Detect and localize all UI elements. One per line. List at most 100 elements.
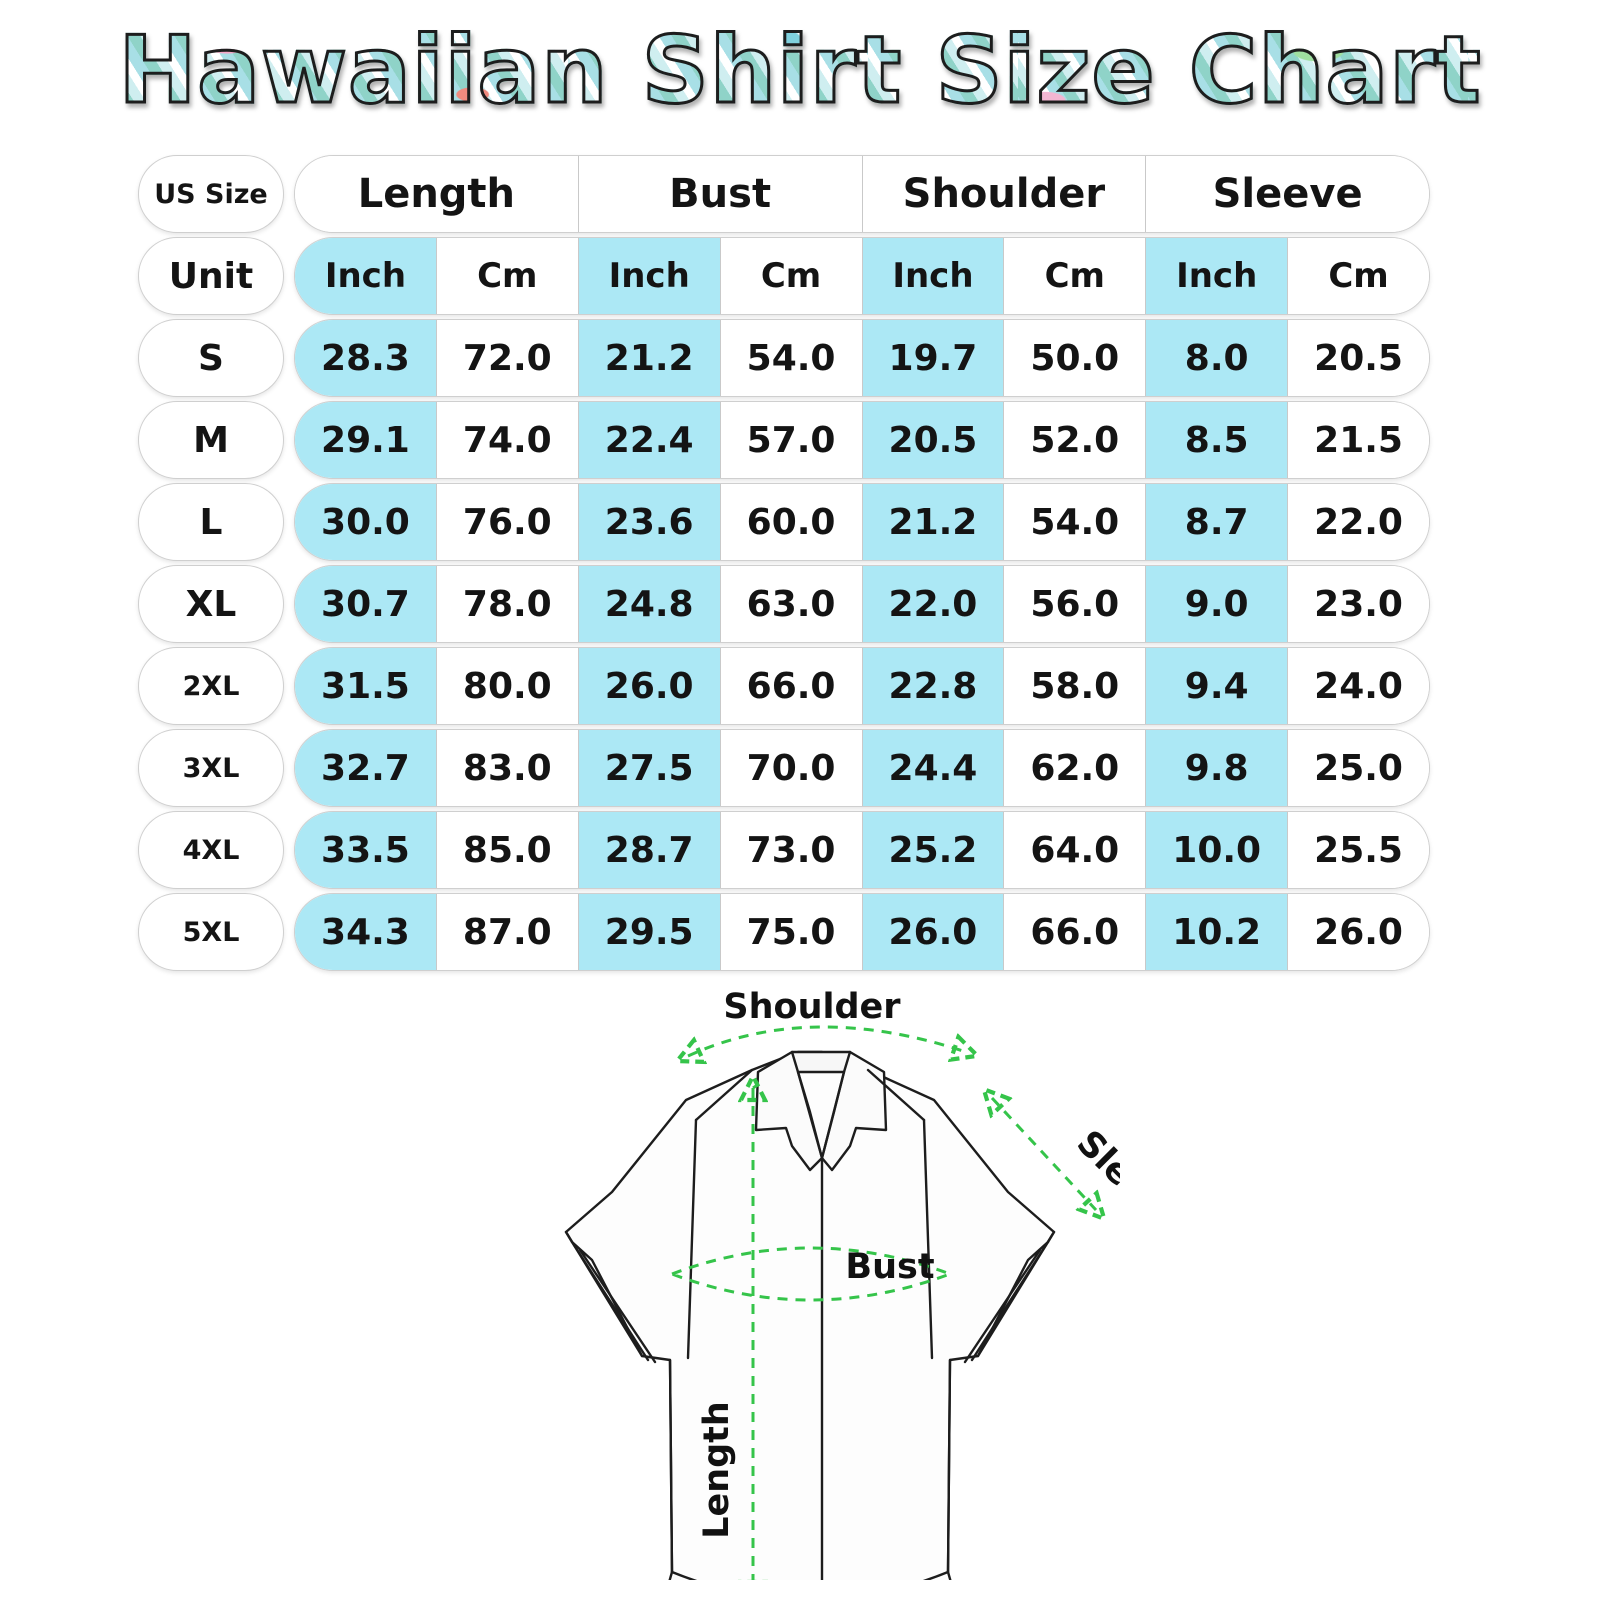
value-cell: 78.0 [436,566,579,642]
table-unit-header-row: Unit Inch Cm Inch Cm Inch Cm Inch Cm [138,237,1430,315]
unit-length-cm: Cm [436,238,579,314]
group-header-length: Length [295,156,579,232]
value-cell: 66.0 [1004,894,1147,970]
value-cell: 21.2 [862,484,1005,560]
value-cell: 27.5 [578,730,721,806]
value-cell: 72.0 [436,320,579,396]
unit-shoulder-cm: Cm [1004,238,1147,314]
value-cell: 60.0 [720,484,863,560]
group-header-sleeve: Sleeve [1146,156,1429,232]
size-table: US Size Length Bust Shoulder Sleeve Unit… [138,155,1430,975]
shirt-outline [564,1050,1056,1580]
value-cell: 54.0 [1004,484,1147,560]
value-cell: 28.3 [295,320,437,396]
value-cell: 83.0 [436,730,579,806]
length-label: Length [697,1401,737,1539]
row-size-label: S [138,319,284,397]
row-size-label: 3XL [138,729,284,807]
shoulder-measure-line [688,1025,966,1056]
value-cell: 9.0 [1146,566,1289,642]
value-cell: 24.0 [1288,648,1429,724]
row-size-label: L [138,483,284,561]
row-size-label: XL [138,565,284,643]
row-value-cells: 28.3 72.0 21.2 54.0 19.7 50.0 8.0 20.5 [294,319,1430,397]
table-row: 5XL 34.3 87.0 29.5 75.0 26.0 66.0 10.2 26.0 [138,893,1430,971]
measurement-guides [672,1025,1096,1580]
row-size-label: 4XL [138,811,284,889]
unit-length-inch: Inch [295,238,437,314]
group-header-cells: Length Bust Shoulder Sleeve [294,155,1430,233]
value-cell: 31.5 [295,648,437,724]
row-size-label: 2XL [138,647,284,725]
value-cell: 54.0 [720,320,863,396]
value-cell: 9.4 [1146,648,1289,724]
row-value-cells: 30.0 76.0 23.6 60.0 21.2 54.0 8.7 22.0 [294,483,1430,561]
table-row: 2XL 31.5 80.0 26.0 66.0 22.8 58.0 9.4 24.0 [138,647,1430,725]
value-cell: 28.7 [578,812,721,888]
group-header-shoulder: Shoulder [862,156,1147,232]
value-cell: 52.0 [1004,402,1147,478]
value-cell: 75.0 [720,894,863,970]
value-cell: 22.0 [1288,484,1429,560]
unit-shoulder-inch: Inch [862,238,1005,314]
value-cell: 76.0 [436,484,579,560]
row-value-cells: 31.5 80.0 26.0 66.0 22.8 58.0 9.4 24.0 [294,647,1430,725]
value-cell: 21.2 [578,320,721,396]
row-value-cells: 32.7 83.0 27.5 70.0 24.4 62.0 9.8 25.0 [294,729,1430,807]
row-size-label: M [138,401,284,479]
value-cell: 34.3 [295,894,437,970]
value-cell: 87.0 [436,894,579,970]
row-value-cells: 29.1 74.0 22.4 57.0 20.5 52.0 8.5 21.5 [294,401,1430,479]
value-cell: 26.0 [578,648,721,724]
row-size-label: 5XL [138,893,284,971]
value-cell: 23.6 [578,484,721,560]
value-cell: 29.5 [578,894,721,970]
value-cell: 23.0 [1288,566,1429,642]
value-cell: 21.5 [1288,402,1429,478]
table-row: M 29.1 74.0 22.4 57.0 20.5 52.0 8.5 21.5 [138,401,1430,479]
page-title: Hawaiian Shirt Size Chart [117,16,1482,124]
value-cell: 25.5 [1288,812,1429,888]
sleeve-label: Sleeve [1069,1123,1120,1244]
value-cell: 57.0 [720,402,863,478]
table-row: 3XL 32.7 83.0 27.5 70.0 24.4 62.0 9.8 25.0 [138,729,1430,807]
value-cell: 24.8 [578,566,721,642]
value-cell: 26.0 [1288,894,1429,970]
bust-label: Bust [845,1247,934,1287]
value-cell: 24.4 [862,730,1005,806]
row-value-cells: 30.7 78.0 24.8 63.0 22.0 56.0 9.0 23.0 [294,565,1430,643]
value-cell: 25.2 [862,812,1005,888]
value-cell: 8.0 [1146,320,1289,396]
value-cell: 29.1 [295,402,437,478]
value-cell: 30.0 [295,484,437,560]
header-us-size: US Size [138,155,284,233]
value-cell: 20.5 [862,402,1005,478]
value-cell: 8.5 [1146,402,1289,478]
value-cell: 66.0 [720,648,863,724]
value-cell: 50.0 [1004,320,1147,396]
page-title-wrap: Hawaiian Shirt Size Chart [0,16,1600,124]
row-value-cells: 33.5 85.0 28.7 73.0 25.2 64.0 10.0 25.5 [294,811,1430,889]
header-unit: Unit [138,237,284,315]
value-cell: 8.7 [1146,484,1289,560]
value-cell: 85.0 [436,812,579,888]
unit-sleeve-inch: Inch [1146,238,1289,314]
value-cell: 26.0 [862,894,1005,970]
group-header-bust: Bust [578,156,863,232]
table-group-header-row: US Size Length Bust Shoulder Sleeve [138,155,1430,233]
value-cell: 30.7 [295,566,437,642]
table-row: XL 30.7 78.0 24.8 63.0 22.0 56.0 9.0 23.0 [138,565,1430,643]
value-cell: 19.7 [862,320,1005,396]
value-cell: 80.0 [436,648,579,724]
unit-bust-inch: Inch [578,238,721,314]
value-cell: 25.0 [1288,730,1429,806]
table-data-rows: S 28.3 72.0 21.2 54.0 19.7 50.0 8.0 20.5 M 29.1 74.… [138,319,1430,971]
value-cell: 64.0 [1004,812,1147,888]
value-cell: 56.0 [1004,566,1147,642]
unit-header-cells: Inch Cm Inch Cm Inch Cm Inch Cm [294,237,1430,315]
shirt-measurement-diagram: Shoulder Sleeve Bust Length [564,987,1120,1580]
unit-bust-cm: Cm [720,238,863,314]
unit-sleeve-cm: Cm [1288,238,1429,314]
value-cell: 9.8 [1146,730,1289,806]
